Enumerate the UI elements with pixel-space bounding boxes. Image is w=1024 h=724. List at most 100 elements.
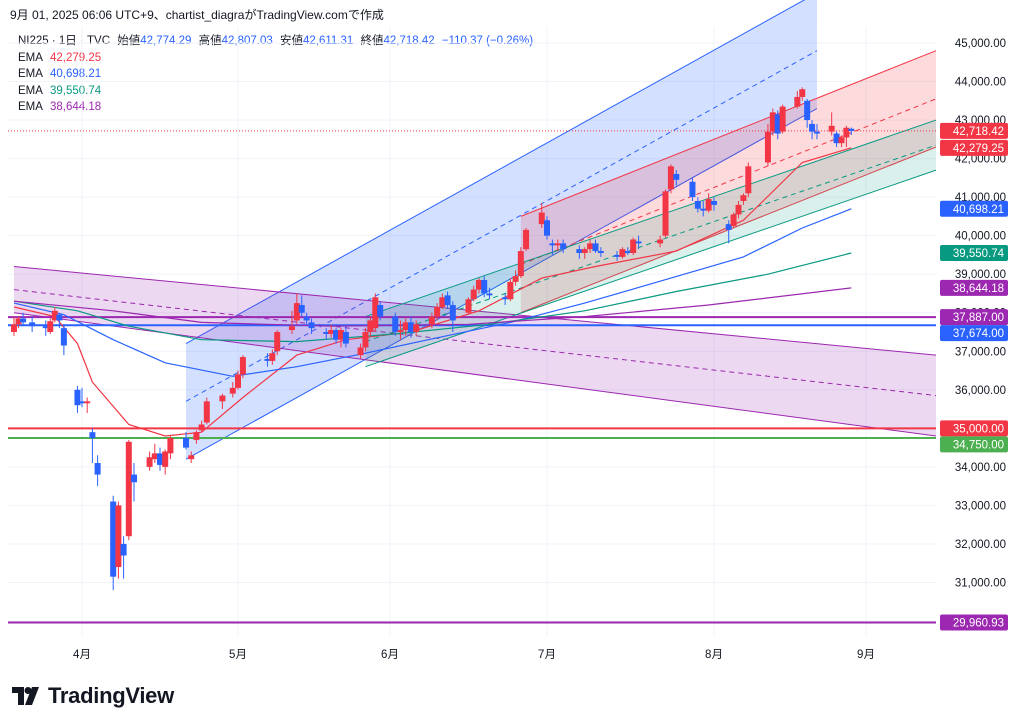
candle-body — [183, 437, 189, 448]
price-tag-label: 34,750.00 — [953, 439, 1004, 451]
candle-body — [434, 306, 441, 317]
tradingview-logo[interactable]: TradingView — [12, 683, 174, 708]
candle-body — [502, 297, 509, 300]
channel-upper-line — [365, 119, 937, 318]
price-tag — [940, 200, 1008, 217]
ema-value: 42,279.25 — [50, 51, 102, 64]
candle-body — [74, 389, 81, 406]
channel-upper-line — [13, 265, 937, 356]
candle-body — [592, 243, 599, 252]
price-tag — [940, 309, 1008, 326]
candle-body — [735, 204, 742, 215]
candle-body — [303, 316, 310, 321]
legend: NI225 · 1日 · TVC 始値42,774.29 高値42,807.03… — [18, 33, 533, 116]
y-axis-tick-label: 34,000.00 — [955, 462, 1006, 474]
candle-body — [619, 249, 626, 257]
candle-body — [730, 214, 737, 227]
price-tag — [940, 244, 1008, 261]
candle-body — [470, 289, 477, 300]
y-axis-tick-label: 39,000.00 — [955, 269, 1006, 281]
candle-body — [402, 322, 409, 331]
candle-body — [813, 131, 820, 134]
candle-body — [838, 137, 845, 144]
ema-value: 38,644.18 — [50, 101, 102, 113]
candle-body — [146, 457, 153, 467]
y-axis-tick-label: 32,000.00 — [955, 539, 1006, 551]
candle-body — [597, 251, 604, 254]
candle-body — [323, 332, 330, 334]
price-tag-label: 38,644.18 — [953, 283, 1004, 295]
price-tag-label: 37,887.00 — [953, 312, 1004, 324]
y-axis-tick-label: 40,000.00 — [955, 231, 1006, 243]
candle-body — [549, 243, 556, 246]
candle-body — [293, 303, 300, 321]
candle-body — [89, 432, 96, 438]
price-tag-label: 42,279.25 — [953, 143, 1004, 155]
ema-legend-2[interactable]: EMA 40,698.21 — [18, 66, 533, 83]
candle-body — [11, 324, 17, 332]
candle-body — [764, 131, 771, 163]
price-tag-label: 40,698.21 — [953, 204, 1004, 216]
candle-body — [298, 305, 305, 313]
candle-body — [151, 453, 158, 460]
ema-legend-1[interactable]: EMA 42,279.25 — [18, 50, 533, 67]
x-axis-label: 8月 — [705, 649, 723, 661]
y-axis-tick-label: 45,000.00 — [955, 38, 1006, 50]
candle-body — [269, 353, 276, 361]
candle-body — [745, 166, 752, 194]
tradingview-wordmark: TradingView — [48, 683, 174, 708]
high-label: 高値 — [198, 35, 222, 47]
candle-body — [125, 441, 132, 537]
candle-body — [110, 501, 117, 577]
candle-body — [264, 358, 271, 361]
ema-label: EMA — [18, 101, 43, 113]
channel-fill — [186, 0, 817, 460]
candle-body — [630, 239, 637, 254]
channel-median-line — [185, 50, 818, 402]
candle-body — [15, 318, 22, 325]
candle-body — [377, 305, 384, 317]
candle-body — [833, 133, 840, 144]
y-axis-tick-label: 42,000.00 — [955, 154, 1006, 166]
tradingview-logo-icon — [12, 687, 39, 705]
candle-body — [162, 451, 169, 467]
candle-body — [167, 437, 174, 454]
close-value: 42,718.42 — [383, 35, 435, 47]
candle-body — [362, 332, 369, 348]
price-tag — [940, 420, 1008, 437]
channel-fill — [520, 50, 936, 313]
candle-body — [51, 310, 58, 321]
candle-body — [662, 191, 669, 236]
candle-body — [372, 297, 379, 329]
candle-body — [581, 249, 588, 254]
x-axis-label: 5月 — [229, 649, 247, 661]
candle-body — [804, 100, 811, 121]
candle-body — [449, 305, 456, 321]
candle-body — [475, 279, 482, 290]
candle-body — [120, 543, 127, 556]
channel-upper-line — [185, 0, 806, 344]
price-tag-label: 42,718.42 — [953, 126, 1004, 138]
x-axis-label: 4月 — [73, 649, 91, 661]
ema-legend-3[interactable]: EMA 39,550.74 — [18, 83, 533, 100]
candle-body — [60, 328, 67, 346]
candle-body — [538, 212, 545, 225]
candle-body — [689, 181, 696, 198]
ema-line — [13, 147, 852, 437]
x-axis-label: 9月 — [857, 649, 875, 661]
symbol-label[interactable]: NI225 · 1日 · TVC — [18, 35, 111, 47]
candle-body — [576, 249, 583, 254]
candle-body — [465, 299, 472, 313]
candle-body — [157, 453, 163, 465]
channel-fill — [14, 266, 936, 437]
candle-body — [407, 322, 414, 332]
x-axis-label: 6月 — [381, 649, 399, 661]
candle-body — [439, 297, 446, 307]
y-axis-tick-label: 36,000.00 — [955, 385, 1006, 397]
low-label: 安値 — [279, 35, 303, 47]
ema-legend-4[interactable]: EMA 38,644.18 — [18, 99, 533, 116]
candle-body — [843, 127, 850, 138]
close-label: 終値 — [360, 35, 384, 47]
